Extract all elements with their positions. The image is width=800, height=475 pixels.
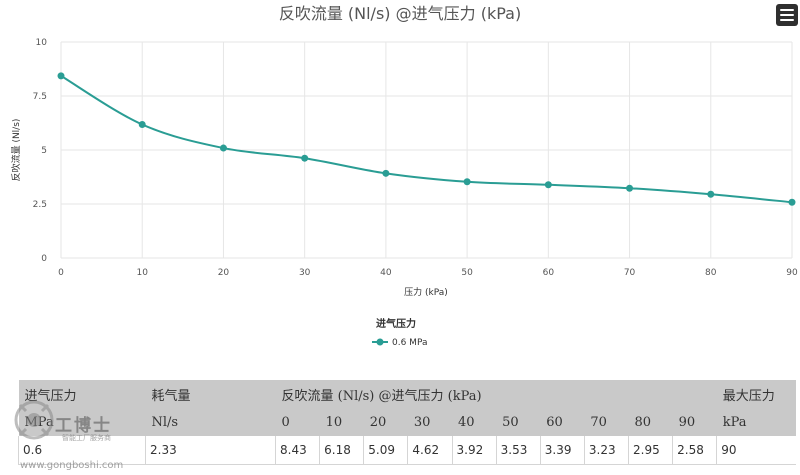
data-point[interactable] (788, 198, 796, 206)
table-cell: 6.18 (319, 436, 364, 465)
x-tick-label: 80 (705, 268, 717, 278)
table-header-row-2: MPa Nl/s 0 10 20 30 40 50 60 70 80 90 kPa (18, 408, 796, 436)
x-tick-label: 60 (543, 268, 555, 278)
legend-marker (376, 338, 384, 346)
x-tick-label: 10 (136, 268, 148, 278)
table-cell: 3.53 (495, 436, 541, 465)
table-cell: 2.33 (145, 436, 276, 465)
table-cell: 3.23 (583, 436, 629, 465)
subheader-cell: 60 (546, 414, 563, 430)
line-chart: 反吹流量 (Nl/s) @进气压力 (kPa) 0 2.5 5 7.5 10 0 10 20… (10, 4, 798, 348)
x-tick-label: 70 (624, 268, 636, 278)
data-point[interactable] (57, 72, 65, 80)
table-cell: 4.62 (407, 436, 452, 465)
x-tick-label: 40 (380, 268, 392, 278)
table-body: 0.6 2.33 8.43 6.18 5.09 4.62 3.92 3.53 3.39 3.23 2… (18, 436, 796, 465)
spec-table: 进气压力 耗气量 反吹流量 (Nl/s) @进气压力 (kPa) 最大压力 MP… (18, 380, 796, 465)
x-axis-ticks: 0 10 20 30 40 50 60 70 80 90 (58, 268, 798, 278)
data-point[interactable] (382, 169, 390, 177)
subheader-cell: Nl/s (151, 414, 179, 430)
table-row: 0.6 2.33 8.43 6.18 5.09 4.62 3.92 3.53 3.39 3.23 2… (18, 436, 796, 465)
subheader-cell: 70 (590, 414, 607, 430)
data-point[interactable] (219, 144, 227, 152)
data-point[interactable] (463, 178, 471, 186)
header-max-pressure: 最大压力 (722, 388, 775, 404)
header-purge-flow: 反吹流量 (Nl/s) @进气压力 (kPa) (281, 388, 482, 404)
legend-label: 0.6 MPa (392, 338, 427, 348)
table-cell: 90 (716, 436, 796, 465)
chart-menu-button[interactable] (776, 4, 798, 26)
subheader-cell: 10 (325, 414, 343, 430)
data-point[interactable] (138, 121, 146, 129)
series-0-6mpa (57, 72, 796, 206)
chart-title: 反吹流量 (Nl/s) @进气压力 (kPa) (279, 4, 521, 23)
subheader-cell: 0 (281, 414, 290, 430)
table-cell: 5.09 (363, 436, 408, 465)
subheader-cell: kPa (722, 414, 747, 430)
subheader-cell: 80 (634, 414, 652, 430)
table-cell: 2.58 (672, 436, 717, 465)
y-tick-label: 0 (41, 254, 47, 264)
hamburger-menu-icon (780, 9, 794, 11)
y-axis-title: 反吹流量 (Nl/s) (10, 119, 22, 182)
subheader-cell: 50 (502, 414, 519, 430)
series-line (60, 75, 793, 204)
data-point[interactable] (544, 181, 552, 189)
header-intake-pressure: 进气压力 (24, 388, 77, 404)
x-tick-label: 0 (58, 268, 64, 278)
table-cell: 3.39 (539, 436, 585, 465)
watermark-name: 工博士 (55, 416, 112, 436)
watermark-subtitle: 智能工厂服务商 (62, 434, 111, 442)
data-point[interactable] (301, 154, 309, 162)
legend-title: 进气压力 (376, 317, 416, 330)
x-tick-label: 90 (786, 268, 798, 278)
y-axis-ticks: 0 2.5 5 7.5 10 (33, 38, 48, 264)
x-tick-label: 30 (299, 268, 311, 278)
data-point[interactable] (626, 184, 634, 192)
data-point[interactable] (707, 190, 715, 198)
y-tick-label: 5 (41, 146, 47, 156)
x-tick-label: 50 (461, 268, 473, 278)
subheader-cell: 40 (458, 414, 475, 430)
subheader-cell: 30 (413, 414, 431, 430)
chart-grid (60, 41, 793, 259)
y-tick-label: 7.5 (33, 92, 47, 102)
table-cell: 3.92 (451, 436, 497, 465)
header-air-consumption: 耗气量 (151, 388, 191, 404)
y-tick-label: 2.5 (33, 200, 47, 210)
table-header-row-1: 进气压力 耗气量 反吹流量 (Nl/s) @进气压力 (kPa) 最大压力 (18, 380, 796, 408)
x-axis-title: 压力 (kPa) (404, 286, 448, 298)
x-tick-label: 20 (218, 268, 230, 278)
table-cell: 2.95 (627, 436, 673, 465)
table-cell: 8.43 (274, 436, 320, 465)
legend-item-0-6mpa[interactable]: 0.6 MPa (372, 338, 427, 348)
watermark-url: www.gongboshi.com (20, 460, 124, 471)
y-tick-label: 10 (36, 38, 48, 48)
subheader-cell: 20 (369, 414, 387, 430)
table-cell: 0.6 (18, 436, 146, 465)
subheader-cell: 90 (678, 414, 696, 430)
